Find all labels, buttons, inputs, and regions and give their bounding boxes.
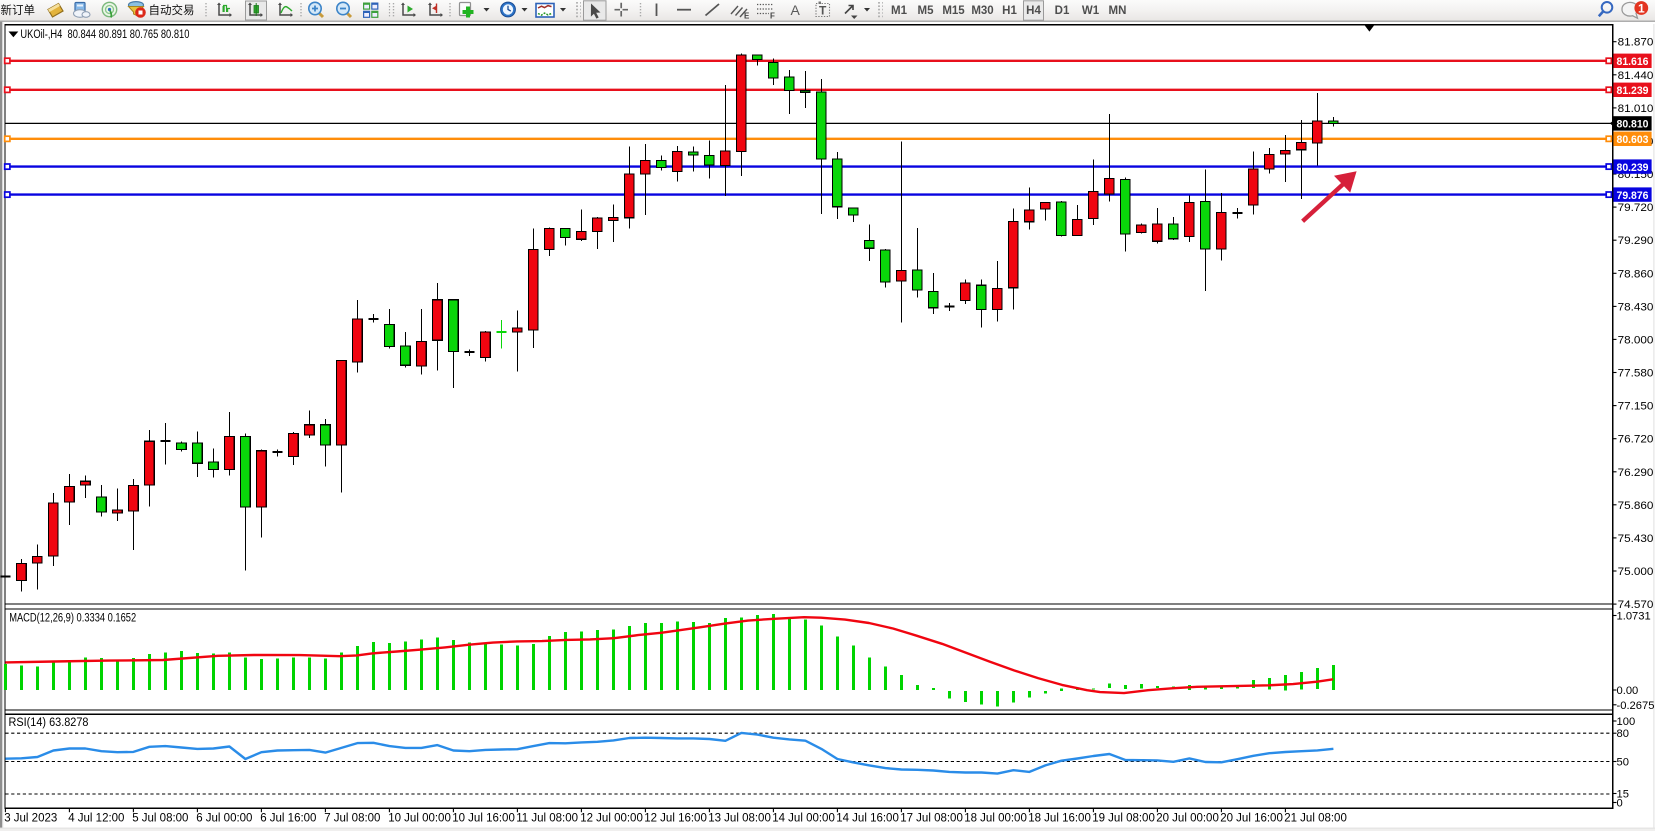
svg-text:80.603: 80.603 — [1617, 134, 1649, 146]
svg-text:13 Jul 08:00: 13 Jul 08:00 — [708, 812, 771, 824]
svg-text:T: T — [819, 4, 827, 18]
svg-text:80.810: 80.810 — [1617, 119, 1649, 131]
svg-text:5 Jul 08:00: 5 Jul 08:00 — [132, 812, 188, 824]
svg-text:74.570: 74.570 — [1618, 599, 1654, 611]
svg-text:77.150: 77.150 — [1618, 401, 1654, 413]
svg-text:81.010: 81.010 — [1618, 103, 1654, 115]
svg-text:RSI(14) 63.8278: RSI(14) 63.8278 — [9, 717, 89, 729]
svg-text:4 Jul 12:00: 4 Jul 12:00 — [68, 812, 124, 824]
svg-text:20 Jul 16:00: 20 Jul 16:00 — [1220, 812, 1283, 824]
svg-text:17 Jul 08:00: 17 Jul 08:00 — [900, 812, 963, 824]
svg-text:78.860: 78.860 — [1618, 268, 1654, 280]
svg-text:75.860: 75.860 — [1618, 500, 1654, 512]
svg-text:M15: M15 — [942, 5, 965, 17]
svg-text:75.430: 75.430 — [1618, 533, 1654, 545]
svg-text:D1: D1 — [1055, 5, 1070, 17]
svg-text:M5: M5 — [918, 5, 935, 17]
svg-text:自动交易: 自动交易 — [149, 3, 195, 17]
svg-text:21 Jul 08:00: 21 Jul 08:00 — [1284, 812, 1347, 824]
svg-text:14 Jul 00:00: 14 Jul 00:00 — [772, 812, 835, 824]
svg-text:20 Jul 00:00: 20 Jul 00:00 — [1156, 812, 1219, 824]
svg-text:3 Jul 2023: 3 Jul 2023 — [4, 812, 57, 824]
svg-text:81.616: 81.616 — [1617, 56, 1649, 68]
svg-text:12 Jul 00:00: 12 Jul 00:00 — [580, 812, 643, 824]
svg-text:75.000: 75.000 — [1618, 566, 1654, 578]
svg-text:A: A — [791, 2, 801, 18]
svg-text:78.430: 78.430 — [1618, 301, 1654, 313]
svg-text:MACD(12,26,9) 0.3334 0.1652: MACD(12,26,9) 0.3334 0.1652 — [9, 612, 136, 624]
svg-text:50: 50 — [1617, 757, 1629, 769]
svg-text:7 Jul 08:00: 7 Jul 08:00 — [324, 812, 380, 824]
svg-text:11 Jul 08:00: 11 Jul 08:00 — [516, 812, 578, 824]
svg-text:76.290: 76.290 — [1618, 467, 1654, 479]
svg-text:MN: MN — [1109, 5, 1127, 17]
svg-text:10 Jul 16:00: 10 Jul 16:00 — [452, 812, 515, 824]
svg-text:80.239: 80.239 — [1617, 162, 1649, 174]
svg-text:1.0731: 1.0731 — [1617, 611, 1651, 623]
svg-text:18 Jul 00:00: 18 Jul 00:00 — [964, 812, 1027, 824]
svg-text:76.720: 76.720 — [1618, 434, 1654, 446]
svg-text:77.580: 77.580 — [1618, 368, 1654, 380]
svg-text:15: 15 — [1617, 789, 1629, 801]
svg-text:0.00: 0.00 — [1617, 685, 1639, 697]
svg-text:M1: M1 — [891, 5, 908, 17]
svg-text:78.000: 78.000 — [1618, 334, 1654, 346]
svg-text:81.870: 81.870 — [1618, 37, 1654, 49]
svg-text:79.876: 79.876 — [1617, 190, 1649, 202]
svg-text:18 Jul 16:00: 18 Jul 16:00 — [1028, 812, 1091, 824]
svg-text:H4: H4 — [1026, 5, 1041, 17]
svg-text:新订单: 新订单 — [1, 3, 36, 17]
svg-text:12 Jul 16:00: 12 Jul 16:00 — [644, 812, 707, 824]
svg-text:0: 0 — [1617, 798, 1623, 810]
svg-text:M30: M30 — [971, 5, 993, 17]
svg-text:14 Jul 16:00: 14 Jul 16:00 — [836, 812, 899, 824]
svg-text:1: 1 — [1638, 1, 1645, 15]
svg-text:100: 100 — [1617, 716, 1636, 728]
svg-text:81.440: 81.440 — [1618, 70, 1654, 82]
svg-text:10 Jul 00:00: 10 Jul 00:00 — [388, 812, 451, 824]
svg-text:6 Jul 16:00: 6 Jul 16:00 — [260, 812, 316, 824]
svg-text:-0.2675: -0.2675 — [1617, 700, 1655, 712]
svg-text:E: E — [744, 12, 750, 21]
svg-text:W1: W1 — [1082, 5, 1100, 17]
svg-text:19 Jul 08:00: 19 Jul 08:00 — [1092, 812, 1155, 824]
svg-text:80: 80 — [1617, 728, 1629, 740]
svg-text:6 Jul 00:00: 6 Jul 00:00 — [196, 812, 252, 824]
svg-text:H1: H1 — [1002, 5, 1017, 17]
svg-text:79.290: 79.290 — [1618, 235, 1654, 247]
svg-text:81.239: 81.239 — [1617, 85, 1649, 97]
svg-text:UKOil-,H4 80.844 80.891 80.76: UKOil-,H4 80.844 80.891 80.765 80.810 — [20, 29, 189, 41]
svg-text:F: F — [770, 12, 775, 21]
svg-text:79.720: 79.720 — [1618, 202, 1654, 214]
